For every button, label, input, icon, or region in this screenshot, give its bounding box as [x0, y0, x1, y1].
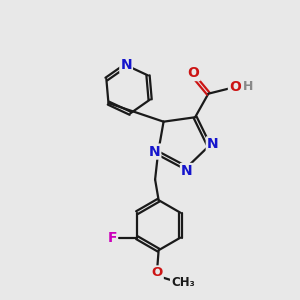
Text: N: N — [207, 137, 218, 152]
Text: O: O — [188, 66, 200, 80]
Text: F: F — [107, 231, 117, 245]
Text: O: O — [152, 266, 163, 279]
Text: O: O — [229, 80, 241, 94]
Text: N: N — [149, 145, 160, 159]
Text: N: N — [120, 58, 132, 72]
Text: CH₃: CH₃ — [171, 276, 195, 290]
Text: N: N — [181, 164, 193, 178]
Text: H: H — [243, 80, 253, 93]
